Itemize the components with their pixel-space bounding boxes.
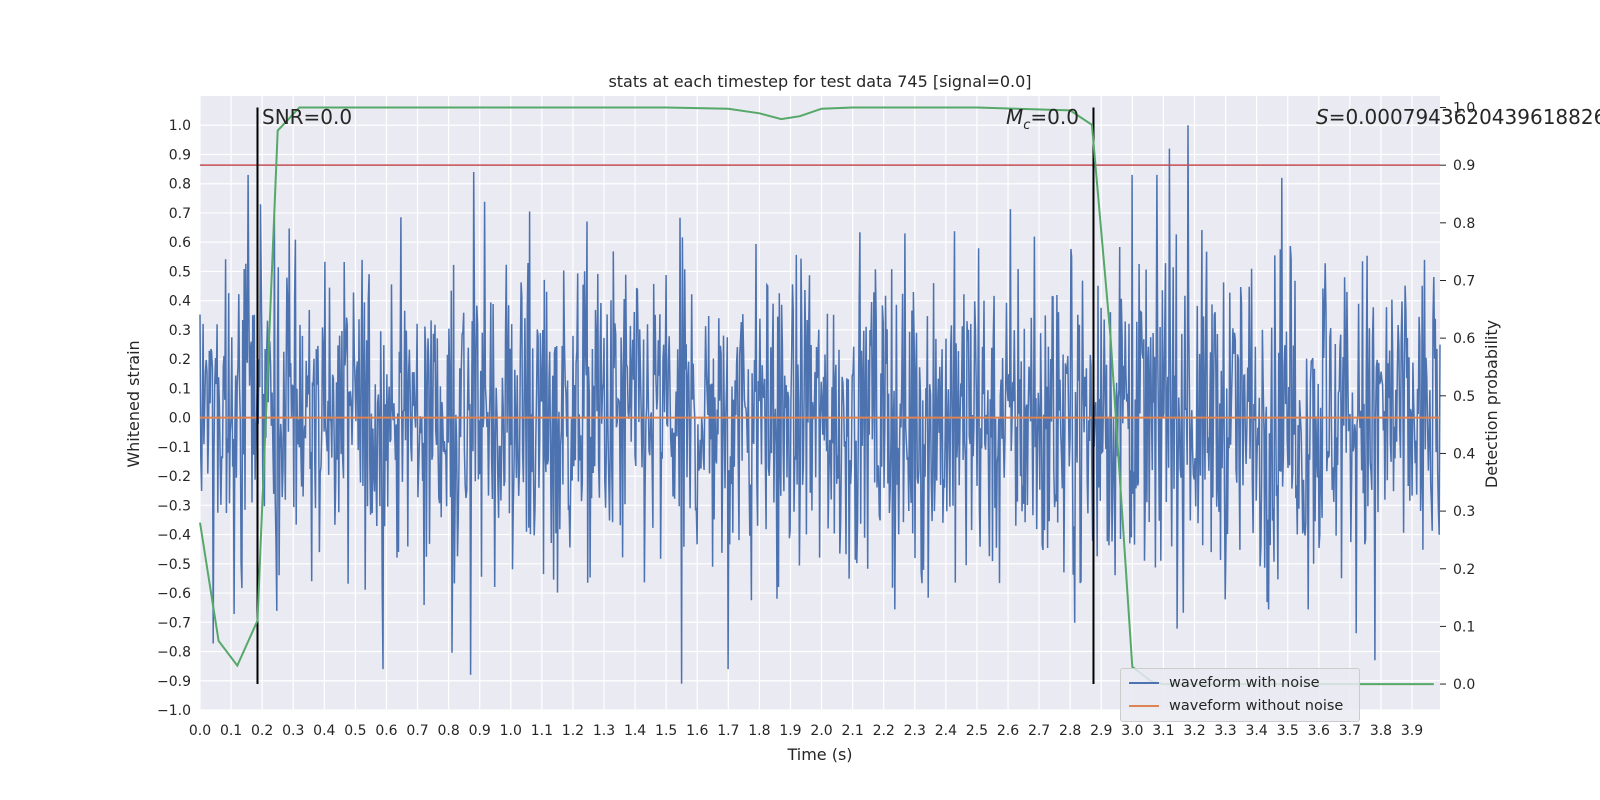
x-tick-label: 0.4	[313, 723, 335, 739]
x-tick-label: 2.8	[1059, 723, 1081, 739]
x-tick-label: 3.7	[1339, 723, 1361, 739]
x-tick-label: 2.5	[966, 723, 988, 739]
x-tick-label: 0.2	[251, 723, 273, 739]
y2-tick-label: 0.5	[1453, 389, 1475, 405]
y-tick-label: −0.5	[157, 557, 191, 573]
y-tick-label: 0.5	[169, 264, 191, 280]
x-tick-label: 2.7	[1028, 723, 1050, 739]
mc-annotation: Mc=0.0	[1006, 105, 1079, 133]
x-axis-label: Time (s)	[786, 745, 852, 764]
y2-tick-label: 0.8	[1453, 216, 1475, 232]
s-annotation: S=0.0007943620439618826	[1316, 105, 1600, 129]
x-tick-label: 1.5	[655, 723, 677, 739]
legend-label-waveform-without-noise: waveform without noise	[1169, 698, 1344, 714]
x-tick-label: 2.9	[1090, 723, 1112, 739]
s-value: =0.0007943620439618826	[1329, 105, 1600, 129]
x-tick-label: 0.8	[437, 723, 459, 739]
x-tick-label: 3.3	[1214, 723, 1236, 739]
y-tick-label: −0.9	[157, 674, 191, 690]
tick-labels: 0.0 0.1 0.2 0.3 0.4 0.5 0.6 0.7 0.8 0.9 1.0 1.1 1.2 1…	[157, 101, 1475, 739]
x-tick-label: 1.6	[686, 723, 708, 739]
x-tick-label: 1.3	[593, 723, 615, 739]
waveform-with-noise-series	[199, 125, 1441, 684]
mc-subscript: c	[1023, 118, 1030, 133]
legend-label-waveform-with-noise: waveform with noise	[1169, 675, 1320, 691]
waveform-with-noise-line	[199, 125, 1441, 684]
y-tick-label: 0.6	[169, 235, 191, 251]
legend: waveform with noise waveform without noi…	[1120, 668, 1360, 722]
mc-symbol: M	[1006, 105, 1023, 129]
y2-axis-label: Detection probability	[1482, 320, 1501, 488]
y-tick-label: −0.3	[157, 498, 191, 514]
y-axis-label: Whitened strain	[124, 340, 143, 467]
x-tick-label: 1.7	[717, 723, 739, 739]
x-tick-label: 1.2	[562, 723, 584, 739]
legend-swatch-orange	[1129, 705, 1159, 707]
x-tick-label: 1.0	[500, 723, 522, 739]
s-symbol: S	[1316, 105, 1329, 129]
y2-tick-label: 0.3	[1453, 504, 1475, 520]
x-tick-label: 3.9	[1401, 723, 1423, 739]
y2-tick-label: 0.6	[1453, 331, 1475, 347]
y-tick-label: 0.1	[169, 381, 191, 397]
mc-value: =0.0	[1030, 105, 1079, 129]
y-tick-label: 0.4	[169, 294, 191, 310]
x-tick-label: 2.0	[810, 723, 832, 739]
y-tick-label: 0.7	[169, 206, 191, 222]
y-tick-label: −0.1	[157, 440, 191, 456]
y2-tick-label: 0.1	[1453, 619, 1475, 635]
x-tick-label: 2.1	[841, 723, 863, 739]
y-tick-label: −0.6	[157, 586, 191, 602]
x-tick-label: 3.2	[1183, 723, 1205, 739]
y2-tick-label: 0.4	[1453, 446, 1475, 462]
x-tick-label: 0.1	[220, 723, 242, 739]
y2-tick-label: 1.0	[1453, 101, 1475, 117]
x-tick-label: 3.6	[1308, 723, 1330, 739]
x-tick-label: 3.4	[1246, 723, 1268, 739]
snr-annotation: SNR=0.0	[262, 105, 352, 129]
y-tick-label: 0.0	[169, 411, 191, 427]
x-tick-label: 1.8	[748, 723, 770, 739]
legend-item-waveform-without-noise: waveform without noise	[1129, 695, 1343, 717]
x-tick-label: 0.3	[282, 723, 304, 739]
x-tick-label: 2.4	[935, 723, 957, 739]
y-tick-label: 0.9	[169, 147, 191, 163]
y-tick-label: −0.2	[157, 469, 191, 485]
y-tick-label: 0.3	[169, 323, 191, 339]
x-tick-label: 0.7	[406, 723, 428, 739]
x-tick-label: 1.9	[779, 723, 801, 739]
y-tick-label: −0.8	[157, 645, 191, 661]
x-tick-label: 2.3	[904, 723, 926, 739]
y-tick-label: 0.2	[169, 352, 191, 368]
x-tick-label: 3.8	[1370, 723, 1392, 739]
y-tick-label: 0.8	[169, 177, 191, 193]
y-tick-label: −1.0	[157, 703, 191, 719]
y2-tick-label: 0.9	[1453, 158, 1475, 174]
y-tick-label: −0.7	[157, 615, 191, 631]
y2-tick-label: 0.2	[1453, 562, 1475, 578]
x-tick-label: 0.9	[469, 723, 491, 739]
legend-item-waveform-with-noise: waveform with noise	[1129, 672, 1320, 694]
x-tick-label: 0.5	[344, 723, 366, 739]
x-tick-label: 3.1	[1152, 723, 1174, 739]
x-tick-label: 1.4	[624, 723, 646, 739]
y-tick-label: 1.0	[169, 118, 191, 134]
y2-tick-label: 0.7	[1453, 273, 1475, 289]
legend-swatch-blue	[1129, 682, 1159, 684]
chart-title: stats at each timestep for test data 745…	[608, 72, 1031, 91]
x-tick-label: 3.5	[1277, 723, 1299, 739]
x-tick-label: 2.6	[997, 723, 1019, 739]
x-tick-label: 0.6	[375, 723, 397, 739]
y-tick-label: −0.4	[157, 528, 191, 544]
x-tick-label: 1.1	[531, 723, 553, 739]
x-tick-label: 0.0	[189, 723, 211, 739]
x-tick-label: 2.2	[873, 723, 895, 739]
x-tick-label: 3.0	[1121, 723, 1143, 739]
y2-tick-label: 0.0	[1453, 677, 1475, 693]
